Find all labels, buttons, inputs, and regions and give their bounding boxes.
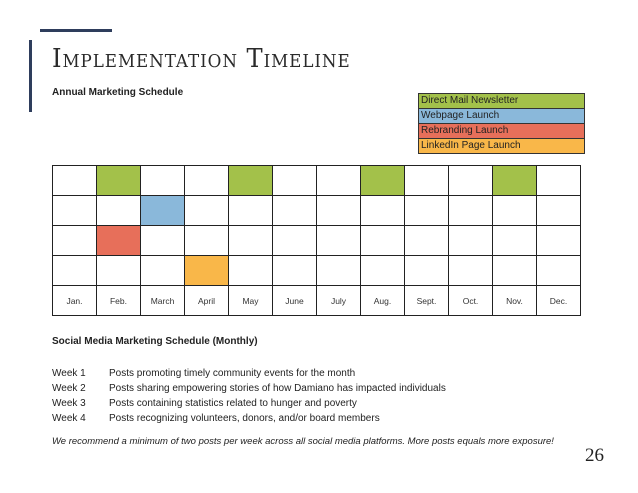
schedule-cell — [184, 225, 229, 256]
schedule-cell — [448, 255, 493, 286]
page-title: Implementation Timeline — [52, 44, 351, 74]
schedule-cell — [316, 165, 361, 196]
week-row: Week 1 Posts promoting timely community e… — [52, 366, 446, 381]
schedule-cell — [96, 255, 141, 286]
schedule-cell — [228, 255, 273, 286]
schedule-cell — [272, 255, 317, 286]
schedule-cell — [96, 165, 141, 196]
schedule-cell — [492, 195, 537, 226]
schedule-cell — [52, 225, 97, 256]
schedule-cell — [536, 255, 581, 286]
schedule-row — [52, 255, 581, 286]
week-row: Week 4 Posts recognizing volunteers, dono… — [52, 411, 446, 426]
schedule-cell — [184, 195, 229, 226]
schedule-cell — [492, 165, 537, 196]
legend-item-linkedin: LinkedIn Page Launch — [419, 138, 584, 153]
schedule-cell — [360, 165, 405, 196]
schedule-cell — [140, 225, 185, 256]
schedule-cell — [536, 195, 581, 226]
schedule-cell — [52, 195, 97, 226]
schedule-cell — [228, 195, 273, 226]
schedule-row — [52, 165, 581, 196]
week-description: Posts containing statistics related to h… — [109, 398, 357, 409]
week-label: Week 1 — [52, 368, 86, 379]
month-label: June — [272, 285, 317, 316]
schedule-cell — [272, 165, 317, 196]
week-description: Posts recognizing volunteers, donors, an… — [109, 413, 380, 424]
legend-item-rebranding: Rebranding Launch — [419, 123, 584, 138]
social-schedule-heading: Social Media Marketing Schedule (Monthly… — [52, 336, 258, 347]
schedule-cell — [448, 165, 493, 196]
title-accent-bar-horizontal — [40, 29, 112, 32]
schedule-cell — [404, 165, 449, 196]
month-label: April — [184, 285, 229, 316]
schedule-cell — [360, 225, 405, 256]
schedule-cell — [228, 225, 273, 256]
annual-schedule-heading: Annual Marketing Schedule — [52, 87, 184, 98]
month-label: Dec. — [536, 285, 581, 316]
weekly-post-list: Week 1 Posts promoting timely community e… — [52, 366, 446, 426]
month-label: July — [316, 285, 361, 316]
week-label: Week 4 — [52, 413, 86, 424]
week-description: Posts sharing empowering stories of how … — [109, 383, 446, 394]
schedule-cell — [536, 165, 581, 196]
legend-item-webpage: Webpage Launch — [419, 108, 584, 123]
schedule-cell — [448, 225, 493, 256]
page-number: 26 — [585, 445, 604, 466]
month-label: Jan. — [52, 285, 97, 316]
month-label: Sept. — [404, 285, 449, 316]
schedule-cell — [448, 195, 493, 226]
schedule-cell — [316, 225, 361, 256]
schedule-cell — [184, 255, 229, 286]
month-label: Nov. — [492, 285, 537, 316]
week-row: Week 3 Posts containing statistics relate… — [52, 396, 446, 411]
legend-item-direct-mail: Direct Mail Newsletter — [419, 94, 584, 108]
schedule-cell — [52, 165, 97, 196]
month-label-row: Jan. Feb. March April May June July Aug. Sept. Oc… — [52, 285, 581, 316]
schedule-cell — [52, 255, 97, 286]
week-label: Week 3 — [52, 398, 86, 409]
month-label: March — [140, 285, 185, 316]
schedule-cell — [404, 225, 449, 256]
week-label: Week 2 — [52, 383, 86, 394]
schedule-cell — [316, 195, 361, 226]
schedule-row — [52, 225, 581, 256]
schedule-cell — [404, 195, 449, 226]
month-label: Aug. — [360, 285, 405, 316]
schedule-cell — [492, 225, 537, 256]
schedule-cell — [360, 195, 405, 226]
schedule-cell — [184, 165, 229, 196]
schedule-cell — [404, 255, 449, 286]
schedule-cell — [316, 255, 361, 286]
schedule-cell — [492, 255, 537, 286]
week-row: Week 2 Posts sharing empowering stories o… — [52, 381, 446, 396]
schedule-cell — [228, 165, 273, 196]
schedule-cell — [96, 225, 141, 256]
schedule-row — [52, 195, 581, 226]
schedule-cell — [140, 195, 185, 226]
annual-schedule-grid: Jan. Feb. March April May June July Aug. Sept. Oc… — [52, 165, 581, 316]
schedule-cell — [272, 195, 317, 226]
week-description: Posts promoting timely community events … — [109, 368, 356, 379]
month-label: Oct. — [448, 285, 493, 316]
schedule-cell — [272, 225, 317, 256]
schedule-cell — [360, 255, 405, 286]
schedule-cell — [96, 195, 141, 226]
schedule-cell — [140, 255, 185, 286]
title-accent-bar-vertical — [29, 40, 32, 112]
schedule-cell — [536, 225, 581, 256]
recommendation-note: We recommend a minimum of two posts per … — [52, 436, 554, 447]
schedule-cell — [140, 165, 185, 196]
month-label: May — [228, 285, 273, 316]
legend: Direct Mail Newsletter Webpage Launch Re… — [418, 93, 585, 154]
month-label: Feb. — [96, 285, 141, 316]
